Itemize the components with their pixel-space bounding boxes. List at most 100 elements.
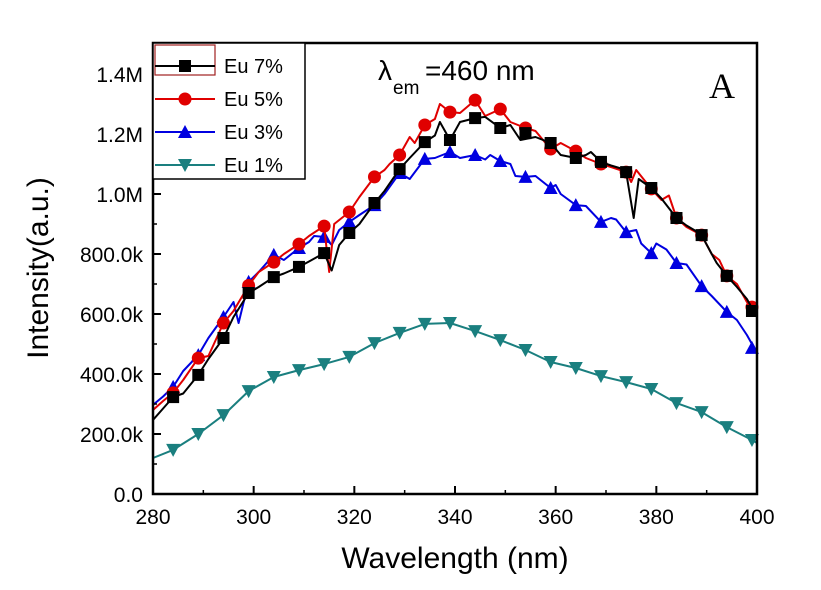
data-point	[468, 325, 483, 339]
data-point	[417, 317, 432, 331]
data-point	[191, 428, 206, 441]
legend-item: Eu 1%	[155, 155, 283, 177]
data-point	[644, 383, 659, 396]
x-tick-label: 320	[337, 506, 372, 529]
data-point	[719, 304, 734, 318]
panel-label: A	[709, 66, 735, 106]
data-point	[669, 256, 684, 269]
legend-label: Eu 3%	[224, 122, 283, 144]
data-point	[217, 332, 230, 344]
data-point	[493, 102, 507, 116]
data-point	[519, 127, 532, 140]
data-point	[291, 364, 306, 378]
data-point	[620, 166, 633, 179]
data-point	[417, 151, 432, 165]
legend-highlight	[154, 44, 216, 76]
legend-marker	[179, 60, 191, 72]
data-point	[192, 368, 205, 381]
data-point	[216, 409, 231, 423]
legend-marker	[178, 125, 192, 138]
lambda-subscript: em	[393, 78, 419, 99]
x-tick-label: 400	[739, 506, 774, 529]
data-point	[442, 145, 457, 158]
y-tick-label: 400.0k	[80, 364, 144, 387]
x-tick-label: 360	[538, 506, 573, 529]
y-tick-label: 800.0k	[80, 244, 144, 267]
y-tick-label: 200.0k	[80, 424, 144, 447]
data-point	[267, 255, 281, 269]
legend-label: Eu 1%	[224, 155, 283, 177]
data-point	[468, 93, 482, 107]
data-point	[393, 148, 407, 162]
data-point	[317, 219, 331, 233]
data-point	[266, 371, 281, 384]
data-point	[418, 136, 431, 149]
data-point	[493, 154, 508, 167]
svg-text:λ: λ	[378, 55, 392, 86]
data-point	[494, 122, 507, 134]
series-layer	[152, 93, 759, 459]
data-point	[719, 421, 734, 435]
series-line	[152, 322, 758, 459]
data-point	[694, 406, 709, 420]
lambda-value: =460 nm	[425, 55, 535, 86]
legend-item: Eu 3%	[155, 122, 283, 144]
data-point	[745, 305, 758, 317]
data-point	[543, 356, 558, 369]
data-point	[644, 246, 659, 260]
data-point	[367, 170, 381, 184]
data-point	[342, 350, 357, 364]
legend-item: Eu 7%	[155, 56, 283, 78]
data-point	[543, 181, 558, 194]
data-point	[418, 118, 432, 132]
data-point	[670, 212, 683, 224]
x-axis-title: Wavelength (nm)	[341, 542, 568, 575]
data-point	[367, 337, 382, 351]
data-point	[343, 227, 356, 239]
data-point	[744, 340, 759, 354]
data-point	[669, 397, 684, 411]
series-eu-3-	[152, 145, 759, 406]
data-point	[720, 269, 733, 282]
x-tick-label: 300	[236, 506, 271, 529]
data-point	[593, 370, 608, 384]
legend-label: Eu 5%	[224, 89, 283, 111]
data-point	[469, 112, 482, 125]
data-point	[216, 316, 230, 330]
y-tick-label: 1.2M	[96, 124, 143, 147]
data-point	[318, 247, 331, 260]
data-point	[317, 358, 332, 372]
series-line	[152, 151, 758, 406]
y-tick-label: 1.4M	[96, 64, 143, 87]
data-point	[292, 260, 305, 273]
x-tick-label: 380	[639, 506, 674, 529]
data-point	[568, 198, 583, 212]
data-point	[317, 229, 332, 243]
data-point	[167, 391, 180, 404]
data-point	[518, 169, 533, 183]
data-point	[368, 197, 381, 209]
y-axis: 0.0 200.0k 400.0k 600.0k 800.0k 1.0M 1.2M 1.4M	[80, 43, 161, 507]
data-point	[342, 214, 357, 228]
data-point	[393, 163, 406, 176]
data-point	[569, 152, 582, 164]
y-tick-label: 1.0M	[96, 184, 143, 207]
x-tick-label: 280	[135, 506, 170, 529]
data-point	[342, 205, 356, 219]
data-point	[518, 344, 533, 357]
y-tick-label: 600.0k	[80, 304, 144, 327]
data-point	[267, 271, 280, 284]
series-eu-1-	[152, 317, 759, 459]
legend-marker	[178, 92, 192, 106]
lambda-symbol: λ	[378, 55, 392, 86]
data-point	[292, 237, 306, 251]
data-point	[594, 155, 607, 168]
annotation-excitation: λ em =460 nm	[378, 55, 535, 99]
data-point	[695, 229, 708, 242]
legend-label: Eu 7%	[224, 56, 283, 78]
y-tick-label: 0.0	[114, 484, 143, 507]
data-point	[166, 443, 181, 457]
legend-marker	[178, 159, 192, 172]
data-point	[241, 385, 256, 399]
